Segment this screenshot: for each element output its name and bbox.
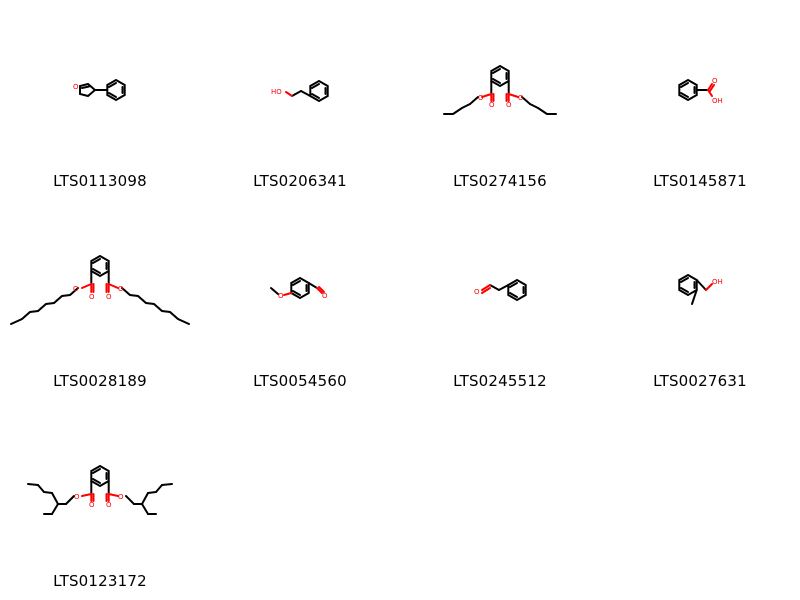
molecule-cell: O O O O LTS0028189 (0, 200, 200, 400)
hydroxyl-label: OH (712, 97, 723, 105)
molecule-structure: O O O O (400, 0, 600, 170)
oxygen-atom-label: O (322, 292, 328, 300)
oxygen-atom-label: O (712, 77, 718, 85)
molecule-cell: O O O O LTS0274156 (400, 0, 600, 200)
molecule-id-label: LTS0206341 (253, 172, 347, 190)
molecule-cell: O LTS0245512 (400, 200, 600, 400)
molecule-cell: O OH LTS0145871 (600, 0, 800, 200)
molecule-id-label: LTS0274156 (453, 172, 547, 190)
molecule-id-label: LTS0028189 (53, 372, 147, 390)
molecule-id-label: LTS0245512 (453, 372, 547, 390)
molecule-structure: OH (600, 200, 800, 370)
oxygen-atom-label: O (489, 101, 495, 109)
molecule-id-label: LTS0054560 (253, 372, 347, 390)
molecule-id-label: LTS0113098 (53, 172, 147, 190)
hydroxyl-label: HO (271, 88, 282, 96)
molecule-cell: O O O O LTS0123172 (0, 400, 200, 600)
molecule-id-label: LTS0027631 (653, 372, 747, 390)
molecule-structure: HO (200, 0, 400, 170)
molecule-cell: OH LTS0027631 (600, 200, 800, 400)
oxygen-atom-label: O (89, 293, 95, 301)
oxygen-atom-label: O (118, 493, 124, 501)
oxygen-atom-label: O (73, 83, 79, 91)
oxygen-atom-label: O (118, 285, 124, 293)
molecule-structure: O OH (600, 0, 800, 170)
oxygen-atom-label: O (278, 292, 284, 300)
hydroxyl-label: OH (712, 278, 723, 286)
oxygen-atom-label: O (518, 94, 524, 102)
oxygen-atom-label: O (74, 493, 80, 501)
molecule-cell: O O LTS0054560 (200, 200, 400, 400)
oxygen-atom-label: O (106, 293, 112, 301)
molecule-structure: O (400, 200, 600, 370)
molecule-structure: O O O O (0, 200, 200, 370)
molecule-cell: HO LTS0206341 (200, 0, 400, 200)
molecule-id-label: LTS0123172 (53, 572, 147, 590)
oxygen-atom-label: O (478, 94, 484, 102)
molecule-cell: O LTS0113098 (0, 0, 200, 200)
oxygen-atom-label: O (89, 501, 95, 509)
molecule-structure: O (0, 0, 200, 170)
oxygen-atom-label: O (506, 101, 512, 109)
molecule-structure: O O O O (0, 400, 200, 570)
molecule-structure: O O (200, 200, 400, 370)
oxygen-atom-label: O (106, 501, 112, 509)
oxygen-atom-label: O (73, 285, 79, 293)
molecule-id-label: LTS0145871 (653, 172, 747, 190)
oxygen-atom-label: O (474, 288, 480, 296)
